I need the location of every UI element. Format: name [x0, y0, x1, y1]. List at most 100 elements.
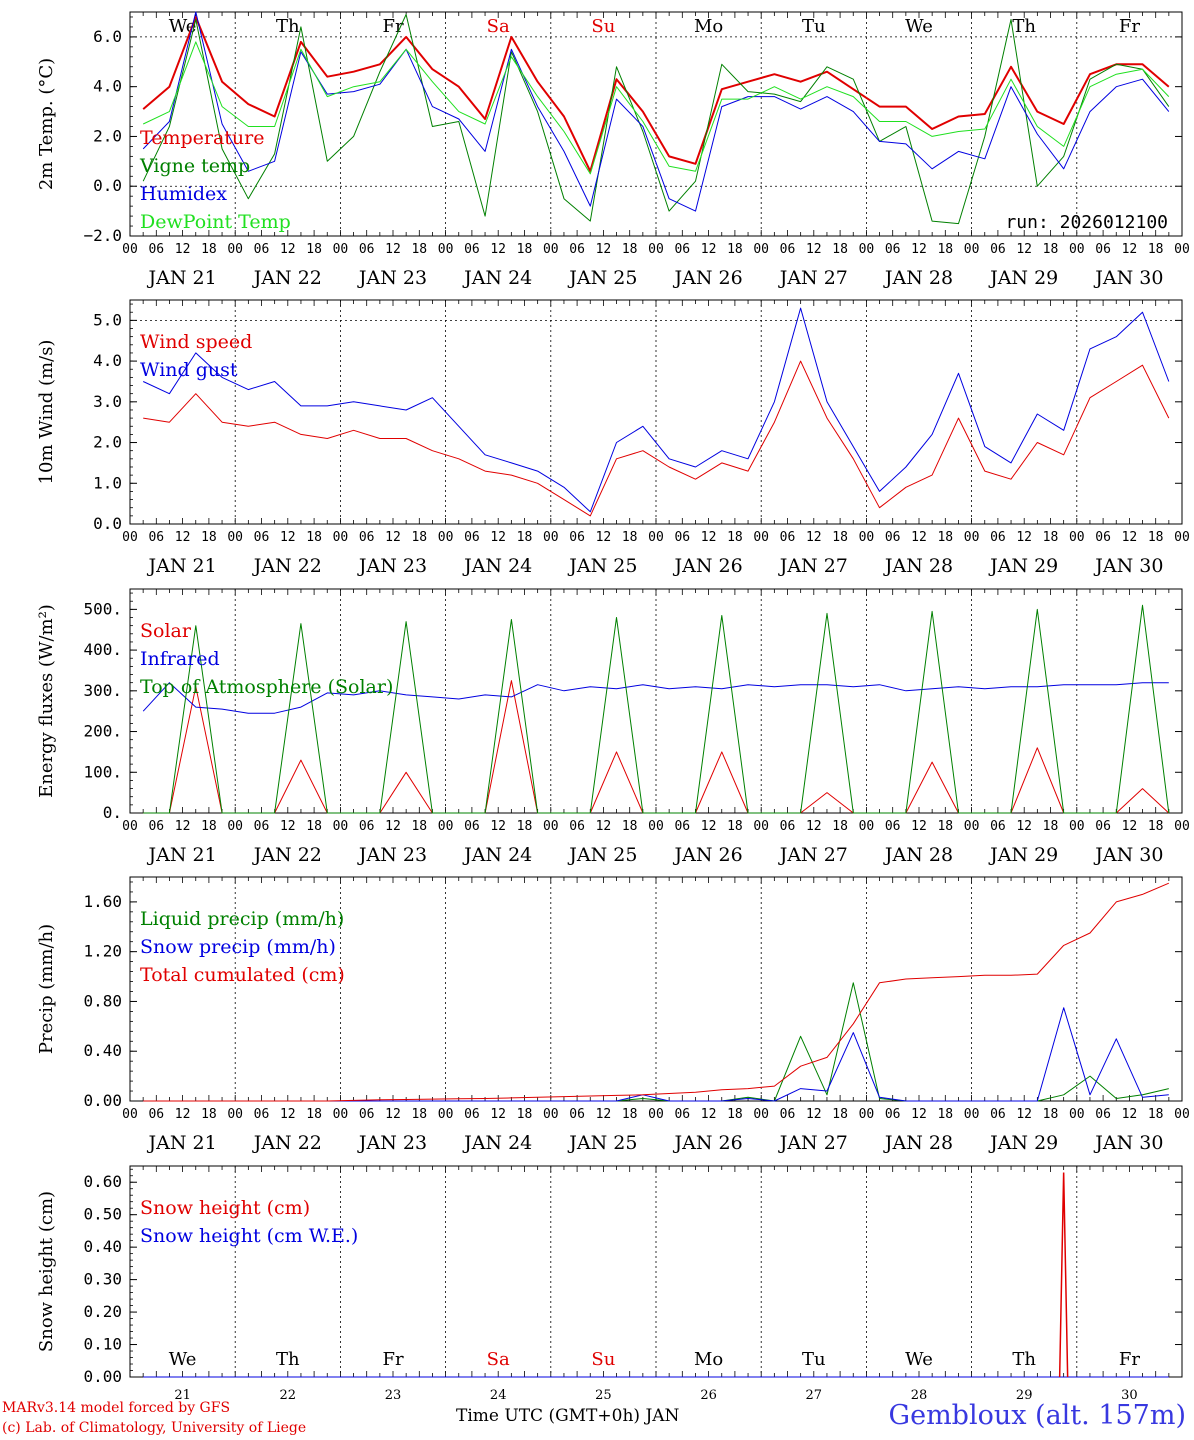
temperature-hour-label: 00: [648, 242, 664, 257]
snow-weekday-label: Su: [591, 1349, 615, 1370]
precip-hour-label: 12: [385, 1107, 401, 1122]
precip-hour-label: 00: [122, 1107, 138, 1122]
temperature-date-label: JAN 23: [357, 267, 427, 289]
precip-date-label: JAN 28: [883, 1132, 953, 1154]
wind-hour-label: 06: [359, 530, 375, 545]
snow-day-number: 23: [385, 1388, 402, 1403]
temperature-hour-label: 12: [490, 242, 506, 257]
temperature-weekday-label: Th: [1012, 16, 1036, 37]
precip-hour-label: 18: [832, 1107, 848, 1122]
energy-hour-label: 12: [280, 819, 296, 834]
wind-y-tick-label: 4.0: [93, 351, 122, 370]
wind-date-label: JAN 26: [673, 555, 743, 577]
temperature-hour-label: 00: [333, 242, 349, 257]
precip-hour-label: 18: [1148, 1107, 1164, 1122]
wind-hour-label: 06: [148, 530, 164, 545]
temperature-y-tick-label: −2.0: [83, 226, 122, 245]
temperature-hour-label: 06: [885, 242, 901, 257]
precip-hour-label: 12: [596, 1107, 612, 1122]
snow-day-number: 28: [911, 1388, 928, 1403]
energy-hour-label: 18: [1043, 819, 1059, 834]
temperature-hour-label: 00: [1174, 242, 1190, 257]
precip-date-label: JAN 23: [357, 1132, 427, 1154]
temperature-date-label: JAN 30: [1093, 267, 1163, 289]
wind-hour-label: 00: [122, 530, 138, 545]
energy-hour-label: 06: [254, 819, 270, 834]
wind-date-label: JAN 23: [357, 555, 427, 577]
precip-hour-label: 00: [753, 1107, 769, 1122]
temperature-weekday-label: Su: [591, 16, 615, 37]
energy-legend-entry: Infrared: [140, 648, 220, 670]
precip-hour-label: 06: [1095, 1107, 1111, 1122]
energy-y-tick-label: 200.: [83, 722, 122, 741]
temperature-y-tick-label: 0.0: [93, 176, 122, 195]
precip-hour-label: 12: [175, 1107, 191, 1122]
precip-hour-label: 00: [859, 1107, 875, 1122]
energy-date-label: JAN 25: [567, 844, 637, 866]
wind-hour-label: 12: [701, 530, 717, 545]
energy-series-infrared: [142, 682, 1169, 714]
energy-hour-label: 18: [832, 819, 848, 834]
temperature-hour-label: 06: [254, 242, 270, 257]
temperature-date-label: JAN 29: [988, 267, 1058, 289]
energy-hour-label: 00: [438, 819, 454, 834]
wind-hour-label: 00: [543, 530, 559, 545]
temperature-y-tick-label: 6.0: [93, 27, 122, 46]
precip-hour-label: 12: [1122, 1107, 1138, 1122]
temperature-hour-label: 00: [1069, 242, 1085, 257]
energy-hour-label: 06: [1095, 819, 1111, 834]
precip-date-label: JAN 26: [673, 1132, 743, 1154]
temperature-hour-label: 06: [990, 242, 1006, 257]
energy-y-tick-label: 500.: [83, 599, 122, 618]
temperature-legend-entry: Vigne temp: [139, 155, 250, 177]
energy-hour-label: 06: [148, 819, 164, 834]
wind-date-label: JAN 27: [778, 555, 848, 577]
snow-y-tick-label: 0.40: [83, 1237, 122, 1256]
temperature-series-temperature: [142, 16, 1170, 173]
temperature-hour-label: 12: [175, 242, 191, 257]
precip-legend-entry: Snow precip (mm/h): [140, 936, 336, 958]
snow-y-tick-label: 0.20: [83, 1302, 122, 1321]
temperature-date-label: JAN 26: [673, 267, 743, 289]
temperature-legend-entry: Humidex: [140, 183, 227, 205]
energy-hour-label: 00: [543, 819, 559, 834]
wind-hour-label: 00: [753, 530, 769, 545]
temperature-hour-label: 12: [596, 242, 612, 257]
temperature-hour-label: 00: [964, 242, 980, 257]
wind-hour-label: 12: [490, 530, 506, 545]
temperature-y-axis-label: 2m Temp. (°C): [36, 58, 57, 190]
energy-hour-label: 00: [753, 819, 769, 834]
energy-hour-label: 18: [727, 819, 743, 834]
snow-day-number: 29: [1016, 1388, 1033, 1403]
temperature-hour-label: 12: [1122, 242, 1138, 257]
temperature-series-vigne-temp: [142, 14, 1170, 225]
energy-hour-label: 00: [1069, 819, 1085, 834]
temperature-run-annotation: run: 2026012100: [1005, 212, 1168, 233]
energy-hour-label: 12: [1122, 819, 1138, 834]
energy-hour-label: 18: [622, 819, 638, 834]
wind-hour-label: 18: [832, 530, 848, 545]
precip-y-tick-label: 1.60: [83, 892, 122, 911]
precip-hour-label: 18: [201, 1107, 217, 1122]
wind-legend-entry: Wind gust: [140, 359, 238, 381]
temperature-hour-label: 06: [464, 242, 480, 257]
energy-hour-label: 06: [569, 819, 585, 834]
precip-legend-entry: Liquid precip (mm/h): [140, 908, 344, 930]
snow-weekday-label: Tu: [802, 1349, 826, 1370]
snow-day-number: 27: [806, 1388, 823, 1403]
energy-hour-label: 12: [385, 819, 401, 834]
wind-hour-label: 12: [1122, 530, 1138, 545]
precip-hour-label: 12: [280, 1107, 296, 1122]
wind-date-label: JAN 22: [252, 555, 322, 577]
snow-legend-entry: Snow height (cm): [140, 1197, 310, 1219]
energy-date-label: JAN 30: [1093, 844, 1163, 866]
wind-hour-label: 00: [438, 530, 454, 545]
temperature-weekday-label: Sa: [487, 16, 510, 37]
precip-hour-label: 00: [1069, 1107, 1085, 1122]
wind-hour-label: 06: [780, 530, 796, 545]
precip-hour-label: 18: [727, 1107, 743, 1122]
temperature-hour-label: 06: [148, 242, 164, 257]
energy-date-label: JAN 27: [778, 844, 848, 866]
snow-day-number: 26: [700, 1388, 717, 1403]
